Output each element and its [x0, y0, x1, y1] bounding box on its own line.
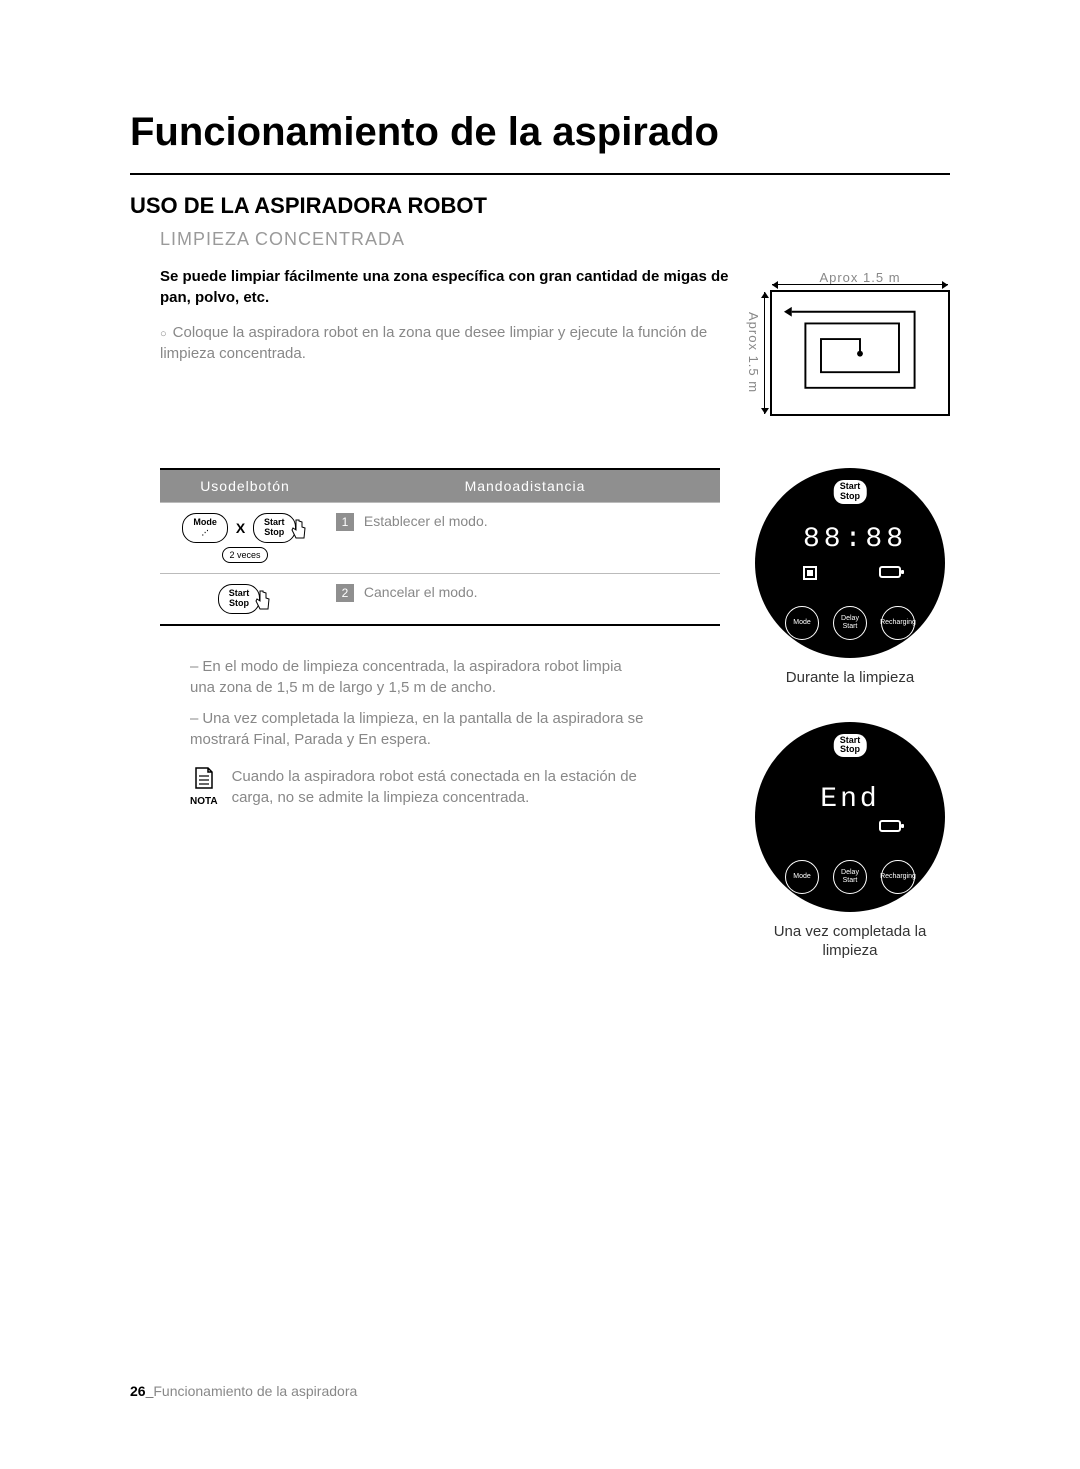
subsection-title: LIMPIEZA CONCENTRADA [160, 229, 950, 250]
notes-block: –En el modo de limpieza concentrada, la … [190, 656, 650, 818]
intro-column: Se puede limpiar fácilmente una zona esp… [160, 266, 730, 416]
segment-display-end: End [755, 784, 945, 815]
start-stop-pill: Start Stop [834, 480, 867, 504]
start-stop-pill: Start Stop [834, 734, 867, 758]
dim-height-arrow [764, 292, 765, 414]
veces-label: 2 veces [222, 547, 267, 563]
note-icon [190, 766, 218, 796]
segment-display-running: 88:88 [803, 524, 907, 555]
x-separator: X [236, 520, 245, 536]
row1-desc-cell: 1 Establecer el modo. [330, 503, 720, 574]
hand-icon [290, 518, 308, 543]
battery-icon [879, 820, 901, 832]
spiral-path-icon [782, 302, 938, 405]
col-button-header: Usodelbotón [160, 469, 330, 503]
dim-width-arrow [772, 284, 948, 285]
instruction-table: Usodelbotón Mandoadistancia Mode⋰ X [160, 468, 720, 626]
dim-height-label: Aprox 1.5 m [746, 292, 761, 414]
nota-callout: NOTA Cuando la aspiradora robot está con… [190, 766, 650, 818]
intro-body: Coloque la aspiradora robot en la zona q… [160, 322, 730, 364]
row2-desc: Cancelar el modo. [364, 584, 478, 600]
step-1-badge: 1 [336, 513, 354, 531]
table-row: Mode⋰ X StartStop 2 veces [160, 503, 720, 574]
robot-during-cleaning: Start Stop 88:88 Mode Delay Start Rechar… [755, 468, 945, 658]
row2-desc-cell: 2 Cancelar el modo. [330, 573, 720, 624]
title-underline [130, 173, 950, 175]
page-title: Funcionamiento de la aspirado [130, 110, 950, 155]
content-row: Se puede limpiar fácilmente una zona esp… [160, 266, 950, 416]
row1-icon-cell: Mode⋰ X StartStop 2 veces [160, 503, 330, 574]
mode-mini-button: Mode [785, 860, 819, 894]
hand-icon [254, 589, 272, 614]
page-footer: 26_Funcionamiento de la aspiradora [130, 1383, 357, 1399]
robot-after-cleaning: Start Stop End Mode Delay Start Rechargi… [755, 722, 945, 912]
dim-width-label: Aprox 1.5 m [772, 270, 948, 285]
mode-button-icon: Mode⋰ [182, 513, 228, 543]
table-row: StartStop 2 Cancelar el modo. [160, 573, 720, 624]
note-1: –En el modo de limpieza concentrada, la … [190, 656, 650, 698]
delay-start-mini-button: Delay Start [833, 860, 867, 894]
recharging-mini-button: Recharging [881, 860, 915, 894]
battery-icon [879, 566, 901, 578]
delay-start-mini-button: Delay Start [833, 606, 867, 640]
caption-completed: Una vez completada la limpieza [750, 922, 950, 961]
nota-text: Cuando la aspiradora robot está conectad… [232, 766, 650, 808]
row1-desc: Establecer el modo. [364, 513, 488, 529]
nota-icon-wrap: NOTA [190, 766, 218, 818]
nota-label: NOTA [190, 796, 218, 807]
footer-text: Funcionamiento de la aspiradora [153, 1383, 357, 1399]
step-2-badge: 2 [336, 584, 354, 602]
instruction-table-wrap: Usodelbotón Mandoadistancia Mode⋰ X [160, 468, 720, 961]
section-title: USO DE LA ASPIRADORA ROBOT [130, 193, 950, 219]
robot-display-column: Start Stop 88:88 Mode Delay Start Rechar… [750, 468, 950, 961]
diagram-column: Aprox 1.5 m Aprox 1.5 m [760, 266, 950, 416]
row2-icon-cell: StartStop [160, 573, 330, 624]
note-2: –Una vez completada la limpieza, en la p… [190, 708, 650, 750]
stop-icon [803, 566, 817, 580]
page-number: 26_ [130, 1383, 153, 1399]
col-remote-header: Mandoadistancia [330, 469, 720, 503]
caption-during: Durante la limpieza [750, 668, 950, 688]
page-root: Funcionamiento de la aspirado USO DE LA … [0, 0, 1080, 1469]
instruction-area: Usodelbotón Mandoadistancia Mode⋰ X [160, 468, 950, 961]
spiral-diagram: Aprox 1.5 m Aprox 1.5 m [770, 290, 950, 416]
intro-bold: Se puede limpiar fácilmente una zona esp… [160, 266, 730, 308]
recharging-mini-button: Recharging [881, 606, 915, 640]
mode-mini-button: Mode [785, 606, 819, 640]
